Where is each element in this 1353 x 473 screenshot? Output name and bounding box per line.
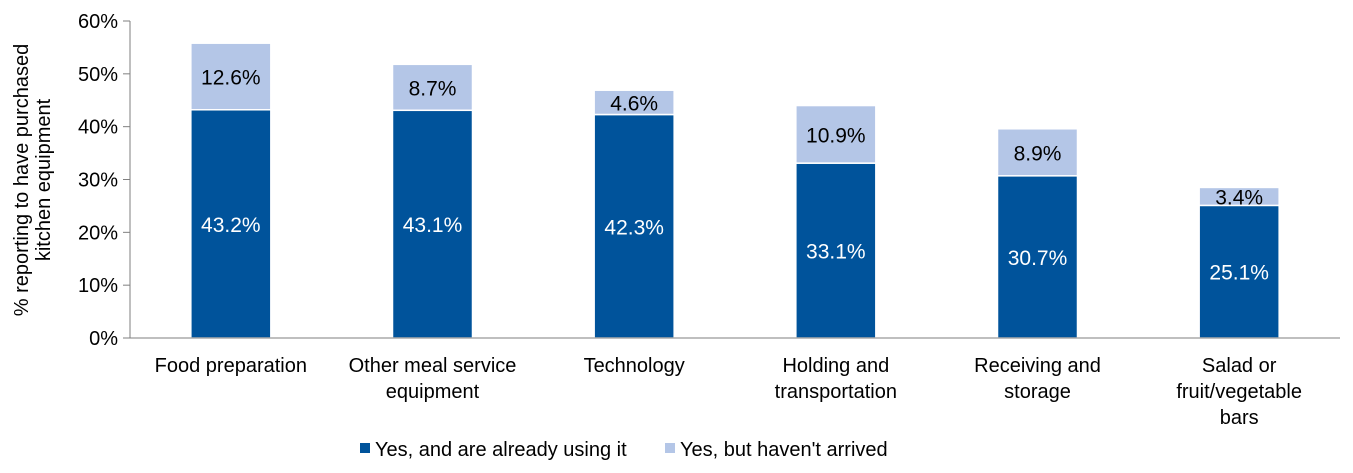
data-label: 43.1%	[403, 214, 463, 237]
bar-segment-not-arrived[interactable]	[795, 104, 877, 164]
legend[interactable]: Yes, and are already using it Yes, but ha…	[360, 439, 888, 461]
bar-segment-not-arrived[interactable]	[190, 42, 272, 111]
bar-segment-using[interactable]	[593, 113, 675, 339]
category-label-line: Receiving and	[974, 355, 1101, 377]
data-label: 30.7%	[1008, 247, 1068, 270]
data-label: 25.1%	[1209, 262, 1269, 285]
axes	[129, 21, 1340, 339]
category-label-line: transportation	[775, 381, 897, 403]
bar-segment-using[interactable]	[795, 162, 877, 339]
data-label: 10.9%	[806, 124, 866, 147]
y-tick-label: 0%	[89, 328, 118, 350]
y-axis-title-line: % reporting to have purchased	[11, 44, 33, 316]
y-tick-label: 60%	[78, 11, 118, 33]
y-tick-label: 40%	[78, 117, 118, 139]
data-label: 8.9%	[1014, 142, 1062, 165]
bar-segment-not-arrived[interactable]	[593, 89, 675, 116]
x-axis-labels: Food preparation Other meal service equipm…	[155, 355, 1302, 429]
category-label-line: Salad or	[1202, 355, 1277, 377]
data-label: 43.2%	[201, 214, 261, 237]
y-axis-ticks: 0% 10% 20% 30% 40% 50% 60%	[78, 11, 130, 350]
data-labels: 43.2% 12.6% 43.1% 8.7% 42.3% 4.6% 33.1% 10.9% 30…	[201, 66, 1269, 284]
bar-segment-not-arrived[interactable]	[391, 63, 474, 112]
y-axis-title-line: kitchen equipment	[33, 98, 55, 261]
y-tick-label: 30%	[78, 170, 118, 192]
bar-segment-using[interactable]	[391, 109, 474, 339]
category-label: Holding and transportation	[775, 355, 897, 403]
bar-segment-using[interactable]	[1198, 204, 1280, 339]
category-label-line: fruit/vegetable	[1176, 381, 1302, 403]
category-label: Salad or fruit/vegetable bars	[1176, 355, 1302, 429]
y-axis-title: % reporting to have purchasedkitchen equ…	[11, 44, 55, 316]
category-label-line: Other meal service	[349, 355, 517, 377]
category-label: Technology	[584, 355, 685, 377]
legend-swatch	[665, 443, 675, 453]
category-label-line: storage	[1004, 381, 1071, 403]
category-label: Food preparation	[155, 355, 307, 377]
data-label: 42.3%	[604, 216, 664, 239]
category-label-line: bars	[1220, 407, 1259, 429]
data-label: 12.6%	[201, 66, 261, 89]
category-label-line: Technology	[584, 355, 685, 377]
category-label: Other meal service equipment	[349, 355, 517, 403]
y-tick-label: 20%	[78, 222, 118, 244]
category-label-line: Holding and	[782, 355, 889, 377]
bars	[190, 42, 1280, 339]
data-label: 8.7%	[409, 77, 457, 100]
legend-label[interactable]: Yes, but haven't arrived	[680, 439, 888, 461]
category-label-line: Food preparation	[155, 355, 307, 377]
data-label: 4.6%	[610, 92, 658, 115]
y-axis-label: % reporting to have purchasedkitchen equ…	[11, 44, 55, 316]
y-tick-label: 50%	[78, 64, 118, 86]
legend-label[interactable]: Yes, and are already using it	[375, 439, 627, 461]
category-label-line: equipment	[386, 381, 480, 403]
bar-segment-not-arrived[interactable]	[1198, 186, 1280, 207]
bar-segment-not-arrived[interactable]	[996, 128, 1079, 177]
y-tick-label: 10%	[78, 275, 118, 297]
data-label: 3.4%	[1215, 186, 1263, 209]
data-label: 33.1%	[806, 241, 866, 264]
category-label: Receiving and storage	[974, 355, 1101, 403]
legend-swatch	[360, 443, 370, 453]
